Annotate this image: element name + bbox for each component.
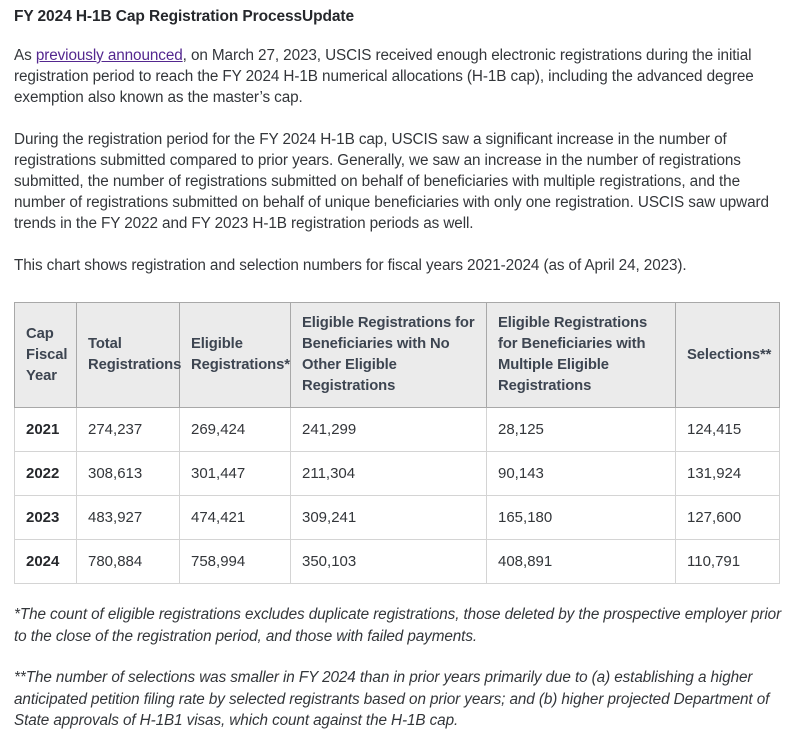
column-header-selections: Selections** [675, 302, 780, 408]
article-content: FY 2024 H-1B Cap Registration ProcessUpd… [14, 8, 792, 732]
chart-description-paragraph: This chart shows registration and select… [14, 257, 687, 274]
table-header-row: Cap Fiscal Year Total Registrations Elig… [14, 302, 780, 408]
column-header-eligible-registrations: Eligible Registrations* [179, 302, 291, 408]
intro-prefix: As [14, 47, 36, 64]
table-cell-year: 2022 [14, 451, 77, 496]
table-cell: 211,304 [290, 451, 487, 496]
table-cell: 165,180 [486, 495, 676, 540]
previously-announced-link[interactable]: previously announced [35, 47, 183, 64]
registration-selection-table: Cap Fiscal Year Total Registrations Elig… [14, 302, 780, 584]
intro-suffix: , on March 27, 2023, USCIS received enou… [14, 47, 754, 106]
column-header-cap-fiscal-year: Cap Fiscal Year [14, 302, 77, 408]
table-cell: 483,927 [76, 495, 180, 540]
table-cell: 309,241 [290, 495, 487, 540]
table-cell: 127,600 [675, 495, 780, 540]
table-cell: 274,237 [76, 407, 180, 452]
table-cell: 131,924 [675, 451, 780, 496]
page-title: FY 2024 H-1B Cap Registration ProcessUpd… [14, 8, 354, 25]
table-cell: 474,421 [179, 495, 291, 540]
table-cell: 269,424 [179, 407, 291, 452]
table-cell: 301,447 [179, 451, 291, 496]
table-cell-year: 2024 [14, 539, 77, 584]
table-cell: 241,299 [290, 407, 487, 452]
table-cell: 308,613 [76, 451, 180, 496]
table-cell: 28,125 [486, 407, 676, 452]
column-header-no-other-eligible: Eligible Registrations for Beneficiaries… [290, 302, 487, 408]
registration-increase-paragraph: During the registration period for the F… [14, 131, 769, 232]
column-header-total-registrations: Total Registrations [76, 302, 181, 408]
column-header-multiple-eligible: Eligible Registrations for Beneficiaries… [486, 302, 676, 408]
footnote-eligible-registrations: *The count of eligible registrations exc… [14, 606, 782, 645]
footnote-selections: **The number of selections was smaller i… [14, 669, 770, 729]
table-row-2022: 2022 308,613 301,447 211,304 90,143 131,… [14, 451, 780, 496]
table-cell-year: 2021 [14, 407, 77, 452]
table-cell: 758,994 [179, 539, 291, 584]
table-cell: 780,884 [76, 539, 180, 584]
table-cell-year: 2023 [14, 495, 77, 540]
table-cell: 124,415 [675, 407, 780, 452]
table-row-2024: 2024 780,884 758,994 350,103 408,891 110… [14, 539, 780, 584]
table-row-2021: 2021 274,237 269,424 241,299 28,125 124,… [14, 407, 780, 452]
table-cell: 110,791 [675, 539, 780, 584]
table-cell: 350,103 [290, 539, 487, 584]
table-cell: 90,143 [486, 451, 676, 496]
table-cell: 408,891 [486, 539, 676, 584]
table-row-2023: 2023 483,927 474,421 309,241 165,180 127… [14, 495, 780, 540]
intro-paragraph: As previously announced, on March 27, 20… [14, 45, 784, 108]
